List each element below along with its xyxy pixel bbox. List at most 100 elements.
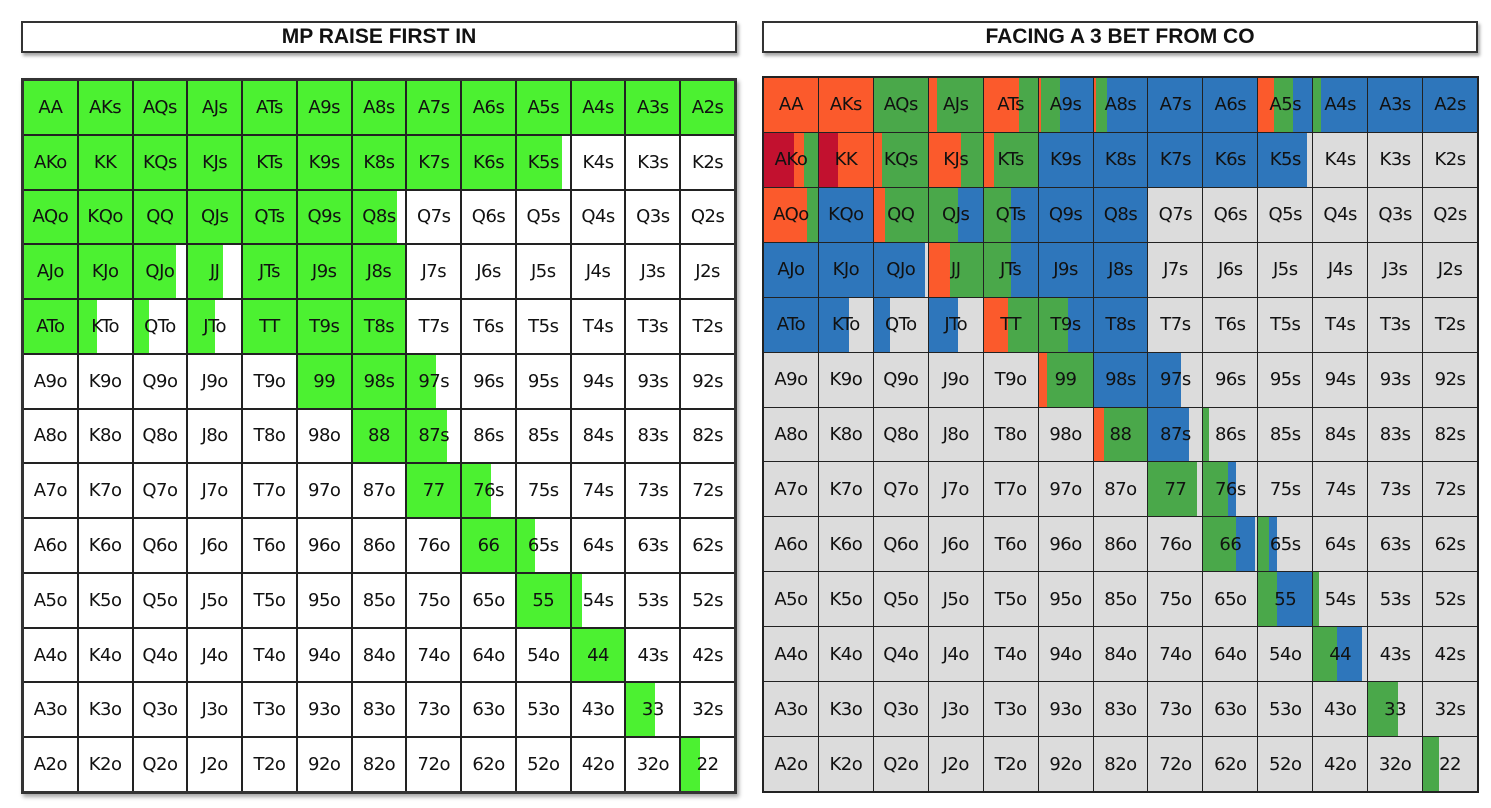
right-hand-cell[interactable]: AJo [764,242,818,297]
right-hand-cell[interactable]: T5s [1258,297,1313,352]
right-hand-cell[interactable]: 53o [1258,682,1313,737]
left-hand-cell[interactable]: K2o [78,738,132,791]
right-hand-cell[interactable]: QQ [873,187,928,242]
right-hand-cell[interactable]: K4o [818,627,873,682]
right-hand-cell[interactable]: K6s [1203,132,1258,187]
right-hand-cell[interactable]: K6o [818,517,873,572]
left-hand-cell[interactable]: 53s [626,573,680,627]
left-hand-cell[interactable]: A5s [516,81,570,134]
left-hand-cell[interactable]: J2o [188,738,242,791]
right-hand-cell[interactable]: 84s [1313,407,1368,462]
left-hand-cell[interactable]: J9o [188,354,242,408]
right-hand-cell[interactable]: Q3o [873,682,928,737]
left-hand-cell[interactable]: 98s [352,354,406,408]
right-hand-cell[interactable]: 55 [1258,572,1313,627]
right-hand-cell[interactable]: KJo [818,242,873,297]
left-hand-cell[interactable]: Q3s [626,190,680,244]
left-hand-cell[interactable]: Q8o [133,409,187,463]
left-hand-cell[interactable]: 62s [681,519,734,572]
right-hand-cell[interactable]: A2o [764,737,818,791]
left-hand-cell[interactable]: 63o [462,683,515,737]
left-hand-cell[interactable]: 75s [516,464,570,518]
left-hand-cell[interactable]: 86s [462,409,515,463]
left-hand-cell[interactable]: AQo [24,190,77,244]
left-hand-cell[interactable]: QJs [188,190,242,244]
left-hand-cell[interactable]: J5o [188,573,242,627]
left-hand-cell[interactable]: 94o [297,628,351,682]
left-hand-cell[interactable]: AQs [133,81,187,134]
left-hand-cell[interactable]: 42o [571,738,625,791]
left-hand-cell[interactable]: T4s [571,300,625,353]
left-hand-cell[interactable]: J4s [571,245,625,299]
left-hand-cell[interactable]: K8o [78,409,132,463]
right-hand-cell[interactable]: J6o [928,517,983,572]
right-hand-cell[interactable]: A9o [764,352,818,407]
left-hand-cell[interactable]: T5o [243,573,296,627]
left-hand-cell[interactable]: JJ [188,245,242,299]
right-hand-cell[interactable]: T6s [1203,297,1258,352]
left-hand-cell[interactable]: 73s [626,464,680,518]
right-hand-cell[interactable]: A5s [1258,78,1313,132]
left-hand-cell[interactable]: K6o [78,519,132,572]
right-hand-cell[interactable]: K2s [1423,132,1477,187]
left-hand-cell[interactable]: A4s [571,81,625,134]
right-hand-cell[interactable]: 85s [1258,407,1313,462]
right-hand-cell[interactable]: T3s [1368,297,1423,352]
left-hand-cell[interactable]: 43s [626,628,680,682]
left-hand-cell[interactable]: 99 [297,354,351,408]
left-hand-cell[interactable]: 53o [516,683,570,737]
right-hand-cell[interactable]: J4o [928,627,983,682]
left-hand-cell[interactable]: T8o [243,409,296,463]
right-hand-cell[interactable]: QJo [873,242,928,297]
left-hand-cell[interactable]: Q2s [681,190,734,244]
right-hand-cell[interactable]: J6s [1203,242,1258,297]
left-hand-cell[interactable]: AJo [24,245,77,299]
right-hand-cell[interactable]: 83s [1368,407,1423,462]
left-hand-cell[interactable]: 43o [571,683,625,737]
right-hand-cell[interactable]: 22 [1423,737,1477,791]
left-hand-cell[interactable]: QTo [133,300,187,353]
right-hand-cell[interactable]: 43s [1368,627,1423,682]
left-hand-cell[interactable]: 74s [571,464,625,518]
right-hand-cell[interactable]: T4s [1313,297,1368,352]
left-hand-cell[interactable]: K4s [571,135,625,189]
right-hand-cell[interactable]: 73o [1148,682,1203,737]
right-hand-cell[interactable]: Q3s [1368,187,1423,242]
left-hand-cell[interactable]: 84s [571,409,625,463]
left-hand-cell[interactable]: Q9s [297,190,351,244]
left-hand-cell[interactable]: A9o [24,354,77,408]
right-hand-cell[interactable]: Q9s [1038,187,1093,242]
left-hand-cell[interactable]: 85s [516,409,570,463]
right-hand-cell[interactable]: J8s [1093,242,1148,297]
right-hand-cell[interactable]: 43o [1313,682,1368,737]
left-hand-cell[interactable]: 82s [681,409,734,463]
left-hand-cell[interactable]: KTs [243,135,296,189]
left-hand-cell[interactable]: 96s [462,354,515,408]
right-hand-cell[interactable]: K2o [818,737,873,791]
right-hand-cell[interactable]: 54s [1313,572,1368,627]
left-hand-cell[interactable]: J9s [297,245,351,299]
right-hand-cell[interactable]: T2o [983,737,1038,791]
left-hand-cell[interactable]: Q9o [133,354,187,408]
right-hand-cell[interactable]: T9o [983,352,1038,407]
left-hand-cell[interactable]: A4o [24,628,77,682]
left-hand-cell[interactable]: 98o [297,409,351,463]
right-hand-cell[interactable]: 96o [1038,517,1093,572]
right-hand-cell[interactable]: A7s [1148,78,1203,132]
right-hand-cell[interactable]: 75s [1258,462,1313,517]
left-hand-cell[interactable]: J6s [462,245,515,299]
right-hand-cell[interactable]: T6o [983,517,1038,572]
right-hand-cell[interactable]: QJs [928,187,983,242]
left-hand-cell[interactable]: 73o [407,683,461,737]
right-hand-cell[interactable]: 85o [1093,572,1148,627]
left-hand-cell[interactable]: KK [78,135,132,189]
left-hand-cell[interactable]: K7o [78,464,132,518]
right-hand-cell[interactable]: JTo [928,297,983,352]
right-hand-cell[interactable]: 82s [1423,407,1477,462]
right-hand-cell[interactable]: 62s [1423,517,1477,572]
left-hand-cell[interactable]: Q4s [571,190,625,244]
left-hand-cell[interactable]: A2s [681,81,734,134]
left-hand-cell[interactable]: 77 [407,464,461,518]
right-hand-cell[interactable]: 72s [1423,462,1477,517]
left-hand-cell[interactable]: 93o [297,683,351,737]
